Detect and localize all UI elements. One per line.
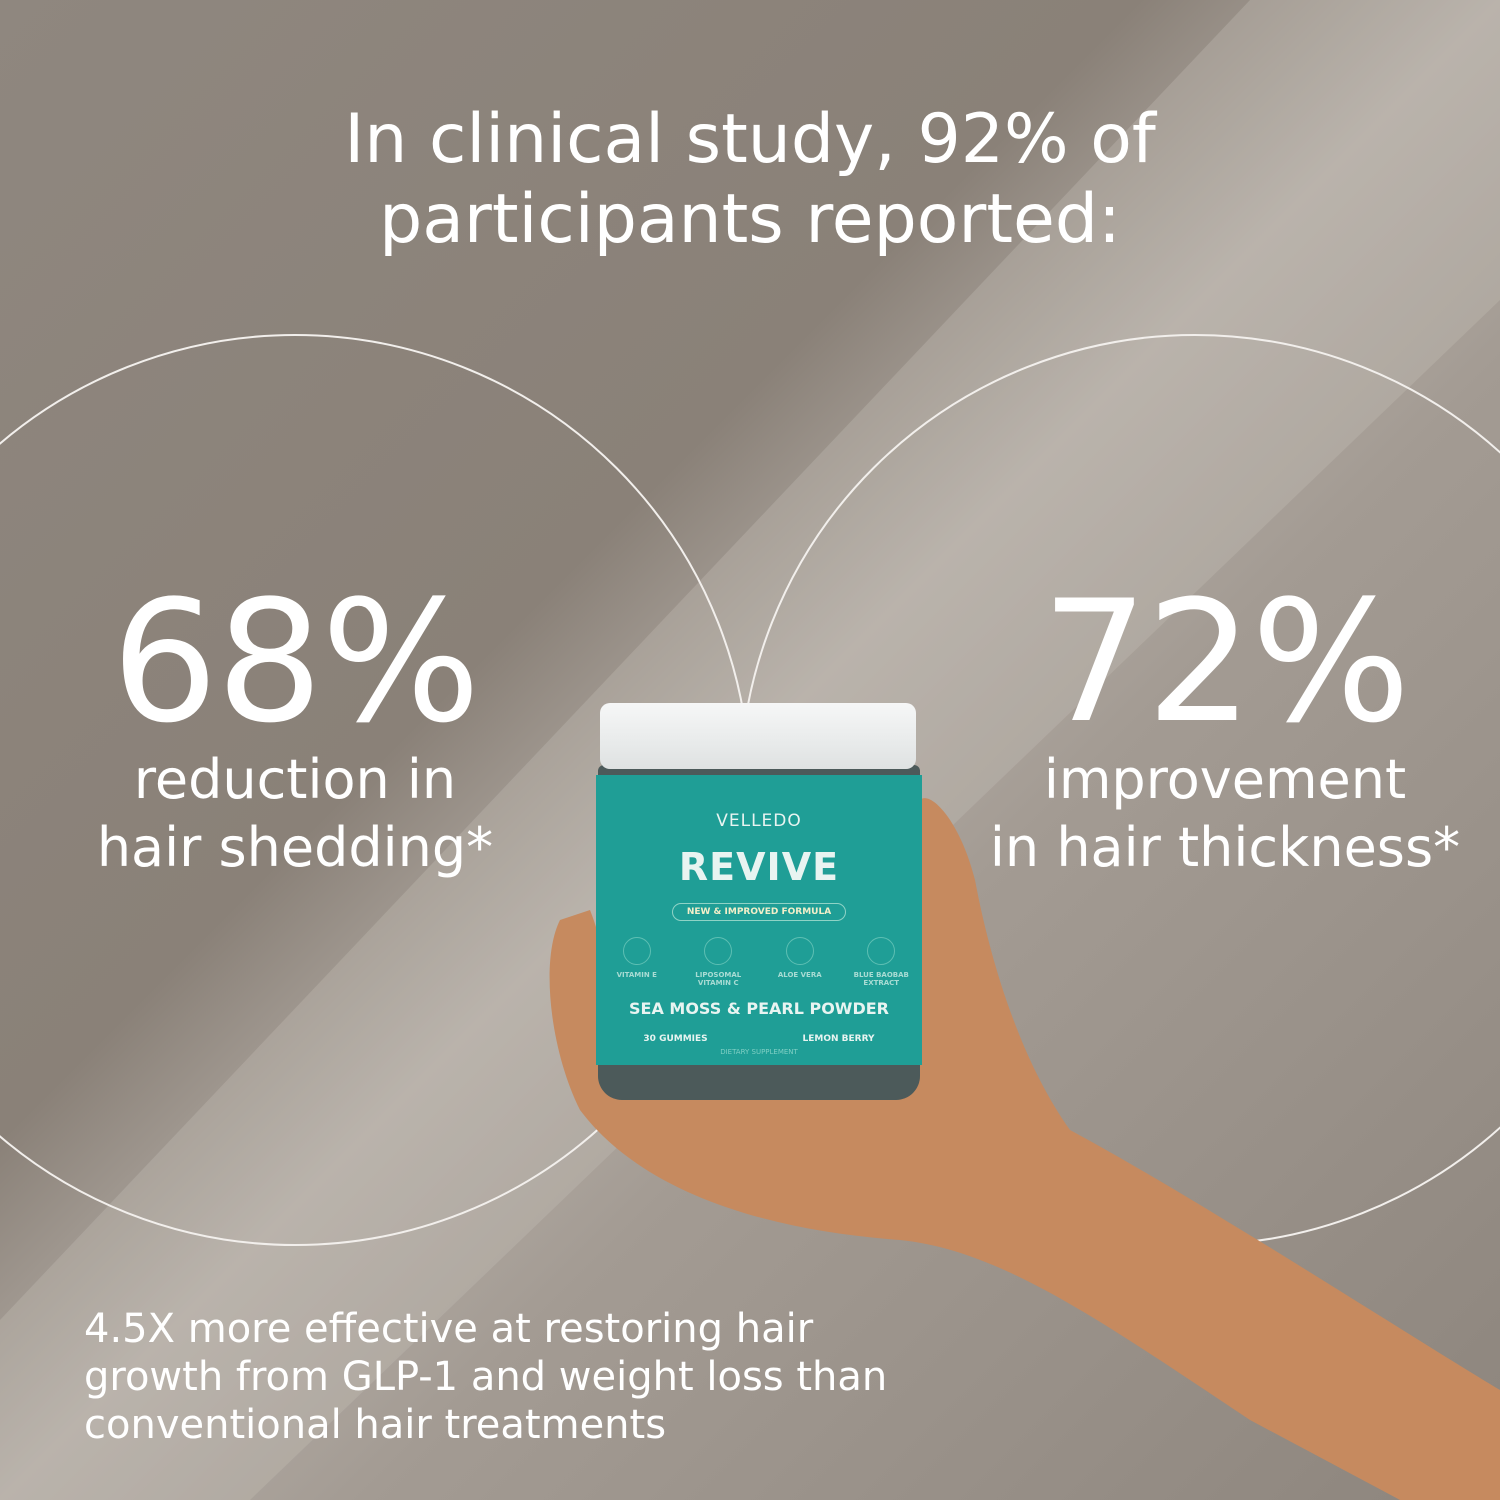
formula-badge: NEW & IMPROVED FORMULA [671, 903, 847, 921]
jar-label: VELLEDO REVIVE NEW & IMPROVED FORMULA VI… [596, 775, 922, 1065]
jar-cap [600, 703, 916, 769]
product-meta: 30 GUMMIES LEMON BERRY [596, 1034, 922, 1044]
ingredient-icon [785, 937, 814, 965]
ingredient-icon [867, 937, 896, 965]
footnote-line-1: 4.5X more effective at restoring hair [84, 1306, 814, 1352]
ingredient: ALOE VERA [765, 937, 835, 987]
stat-label-2: in hair thickness* [989, 815, 1461, 879]
hand [549, 798, 1500, 1500]
stat-shedding: 68% reduction in hair shedding* [40, 578, 550, 881]
footnote: 4.5X more effective at restoring hair gr… [84, 1305, 984, 1449]
headline-line-1: In clinical study, 92% of [344, 100, 1156, 179]
headline-line-2: participants reported: [379, 180, 1121, 260]
ingredient-icon [622, 937, 651, 965]
ingredients: VITAMIN E LIPOSOMAL VITAMIN C ALOE VERA … [596, 937, 922, 987]
supplement-type: DIETARY SUPPLEMENT [720, 1048, 798, 1056]
stat-value: 68% [111, 564, 480, 760]
stat-label-1: reduction in [133, 748, 457, 811]
ingredient: VITAMIN E [602, 937, 672, 987]
flavor: LEMON BERRY [802, 1034, 875, 1044]
product-name: REVIVE [678, 845, 840, 889]
ingredient: BLUE BAOBAB EXTRACT [846, 937, 916, 987]
footnote-line-3: conventional hair treatments [84, 1402, 667, 1448]
feature-ingredient: SEA MOSS & PEARL POWDER [629, 999, 889, 1018]
stat-label-1: improvement [1043, 748, 1407, 811]
brand-name: VELLEDO [716, 811, 802, 831]
stat-value: 72% [1041, 564, 1410, 760]
footnote-line-2: growth from GLP-1 and weight loss than [84, 1354, 888, 1400]
stat-thickness: 72% improvement in hair thickness* [970, 578, 1480, 881]
headline: In clinical study, 92% of participants r… [250, 100, 1250, 260]
product-jar: VELLEDO REVIVE NEW & IMPROVED FORMULA VI… [596, 700, 922, 1100]
ingredient-icon [704, 937, 733, 965]
gummy-count: 30 GUMMIES [643, 1034, 708, 1044]
ingredient: LIPOSOMAL VITAMIN C [683, 937, 753, 987]
stat-label-2: hair shedding* [96, 815, 494, 879]
